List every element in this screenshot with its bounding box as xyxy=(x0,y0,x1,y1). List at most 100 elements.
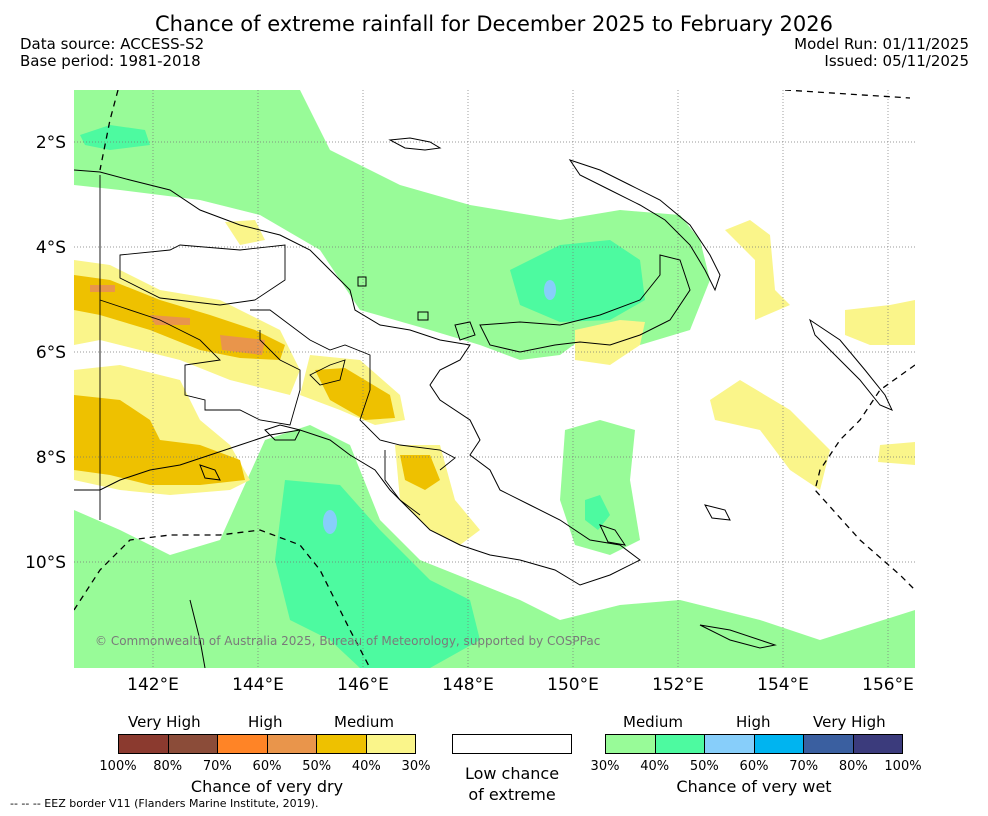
rainfall-map: 2°S 4°S 6°S 8°S 10°S 142°E 144°E 146°E 1… xyxy=(25,90,915,695)
new-britain-coast xyxy=(479,254,691,353)
wet-percent-label: 80% xyxy=(838,759,868,774)
dry-swatch xyxy=(266,735,316,753)
issued-date: Issued: 05/11/2025 xyxy=(824,52,969,70)
low-chance-swatch xyxy=(452,734,572,754)
dry-category-very-high: Very High xyxy=(128,713,201,731)
lat-label: 4°S xyxy=(36,238,66,258)
wet-swatch xyxy=(606,735,655,753)
dry-colorbar xyxy=(118,734,416,754)
wet-swatch xyxy=(654,735,704,753)
lon-label: 154°E xyxy=(757,675,809,695)
eez-footnote: -- -- -- EEZ border V11 (Flanders Marine… xyxy=(10,797,319,810)
wet-legend-title: Chance of very wet xyxy=(676,777,832,796)
dry-medium-region-east xyxy=(710,380,830,490)
dry-percent-label: 60% xyxy=(252,759,282,774)
low-chance-label: Low chance of extreme xyxy=(432,763,592,805)
lon-label: 144°E xyxy=(232,675,284,695)
dry-swatch xyxy=(217,735,267,753)
eez-border-sw xyxy=(74,529,371,668)
dry-swatch xyxy=(119,735,168,753)
base-period: Base period: 1981-2018 xyxy=(20,52,201,70)
wet-percent-label: 50% xyxy=(689,759,719,774)
eez-borders xyxy=(74,90,915,668)
low-chance-line2: of extreme xyxy=(468,785,556,804)
lat-label: 8°S xyxy=(36,448,66,468)
wet-percent-label: 40% xyxy=(640,759,670,774)
wet-category-medium: Medium xyxy=(623,713,683,731)
lon-label: 150°E xyxy=(547,675,599,695)
torres-islands xyxy=(199,424,301,481)
dry-medium-region-ne xyxy=(725,220,790,320)
lon-label: 142°E xyxy=(127,675,179,695)
boundary-southern xyxy=(99,299,301,426)
wet-medium-region-south xyxy=(74,425,915,668)
longitude-labels: 142°E 144°E 146°E 148°E 150°E 152°E 154°… xyxy=(127,675,914,695)
dry-percent-label: 40% xyxy=(351,759,381,774)
dry-percent-label: 30% xyxy=(401,759,431,774)
lon-label: 148°E xyxy=(442,675,494,695)
dry-category-high: High xyxy=(248,713,283,731)
new-guinea-coast xyxy=(74,169,641,586)
lat-label: 10°S xyxy=(25,553,66,573)
copyright-notice: © Commonwealth of Australia 2025, Bureau… xyxy=(95,634,600,648)
lon-label: 146°E xyxy=(337,675,389,695)
manus-island xyxy=(388,137,442,151)
new-ireland-coast xyxy=(568,159,721,292)
dry-legend-title: Chance of very dry xyxy=(190,777,344,796)
dry-50pct-region-sw xyxy=(74,395,245,485)
lat-label: 6°S xyxy=(36,343,66,363)
boundary-morobe xyxy=(384,450,421,516)
boundary-gulf xyxy=(309,359,346,386)
wet-high-region-central xyxy=(585,495,610,530)
wet-swatch xyxy=(803,735,853,753)
lon-label: 152°E xyxy=(652,675,704,695)
wet-50-spot-south xyxy=(323,510,337,534)
wet-category-very-high: Very High xyxy=(813,713,886,731)
map-title: Chance of extreme rainfall for December … xyxy=(155,12,833,36)
dry-swatch xyxy=(365,735,415,753)
wet-swatch xyxy=(704,735,754,753)
dry-medium-region-newbritain xyxy=(575,320,645,365)
boundary-west xyxy=(119,244,286,306)
dry-percent-label: 80% xyxy=(153,759,183,774)
north-coast-islands xyxy=(357,276,476,341)
lat-label: 2°S xyxy=(36,133,66,153)
eez-border-ne xyxy=(784,90,911,99)
data-info: Data source: ACCESS-S2 Base period: 1981… xyxy=(20,36,204,70)
wet-swatch xyxy=(852,735,902,753)
lon-label: 156°E xyxy=(862,675,914,695)
gridlines xyxy=(74,90,915,668)
latitude-labels: 2°S 4°S 6°S 8°S 10°S xyxy=(25,133,66,573)
dry-medium-region-nw-small xyxy=(225,220,265,245)
wet-percent-label: 30% xyxy=(590,759,620,774)
coastlines xyxy=(74,137,893,668)
wet-50-spot-north xyxy=(544,280,556,300)
dry-medium-region-far-east xyxy=(845,300,915,465)
dry-50pct-region-sc xyxy=(400,455,440,490)
wet-high-region-north xyxy=(510,240,645,322)
dry-percent-label: 100% xyxy=(99,759,137,774)
wet-colorbar xyxy=(605,734,903,754)
south-islands xyxy=(599,504,777,649)
dry-swatch xyxy=(316,735,366,753)
dry-percent-label: 50% xyxy=(302,759,332,774)
wet-percent-label: 70% xyxy=(789,759,819,774)
wet-swatch xyxy=(753,735,803,753)
shaded-regions xyxy=(74,90,915,668)
low-chance-line1: Low chance xyxy=(464,764,560,783)
wet-percent-label: 60% xyxy=(739,759,769,774)
dry-category-medium: Medium xyxy=(334,713,394,731)
run-info: Model Run: 01/11/2025 Issued: 05/11/2025 xyxy=(794,36,969,70)
bougainville-coast xyxy=(809,318,893,411)
dry-swatch xyxy=(167,735,217,753)
model-run: Model Run: 01/11/2025 xyxy=(794,35,969,53)
wet-category-high: High xyxy=(736,713,771,731)
province-boundaries xyxy=(99,175,456,520)
wet-high-region-nw xyxy=(80,125,150,150)
dry-high-region-west xyxy=(90,285,265,355)
boundary-central xyxy=(250,309,456,471)
eez-border-se xyxy=(814,364,915,591)
australia-coast xyxy=(189,599,206,668)
wet-percent-label: 100% xyxy=(884,759,922,774)
data-source: Data source: ACCESS-S2 xyxy=(20,35,205,53)
